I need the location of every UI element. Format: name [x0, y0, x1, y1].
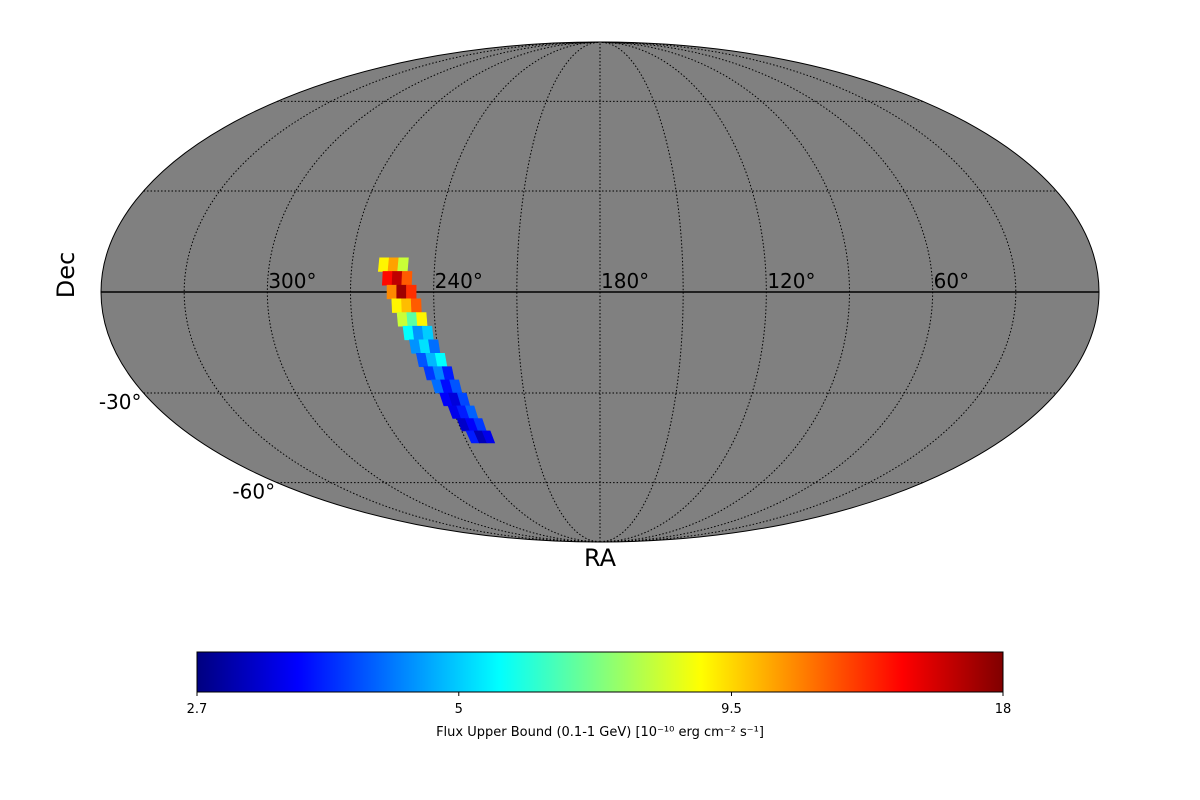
flux-cell	[391, 298, 403, 313]
colorbar-tick-label: 2.7	[187, 702, 208, 717]
meridian	[599, 41, 851, 543]
flux-cell	[387, 257, 400, 272]
meridian	[516, 41, 601, 543]
colorbar-tick-label: 5	[455, 702, 463, 717]
flux-cell	[428, 339, 441, 354]
ra-tick-label: 240°	[435, 269, 483, 293]
meridian	[599, 41, 1017, 543]
flux-cell	[406, 284, 417, 300]
flux-cell	[396, 284, 407, 300]
meridian	[183, 41, 601, 543]
data-cells	[377, 257, 496, 444]
y-axis-label: Dec	[52, 252, 80, 298]
flux-cell	[481, 430, 496, 444]
ra-tick-label: 120°	[767, 269, 815, 293]
colorbar	[196, 651, 1004, 693]
dec-tick-label: -30°	[99, 390, 142, 414]
meridian	[266, 41, 601, 543]
ra-tick-label: 60°	[934, 269, 969, 293]
colorbar-tick-label: 18	[995, 702, 1012, 717]
meridian	[349, 41, 601, 543]
flux-cell	[416, 312, 428, 327]
meridian	[599, 41, 934, 543]
flux-cell	[401, 271, 413, 286]
flux-cell	[412, 325, 425, 341]
flux-cell	[386, 284, 398, 300]
flux-cell	[377, 257, 390, 272]
flux-cell	[396, 312, 409, 327]
ra-tick-label: 300°	[268, 269, 316, 293]
ra-tick-label: 180°	[601, 269, 649, 293]
colorbar-tick-label: 9.5	[721, 702, 742, 717]
flux-cell	[397, 257, 409, 272]
sky-outline	[100, 41, 1100, 543]
flux-cell	[406, 312, 418, 327]
flux-cell	[410, 298, 422, 313]
flux-cell	[401, 298, 413, 313]
x-axis-label: RA	[584, 544, 617, 572]
meridian	[599, 41, 767, 543]
dec-tick-label: -60°	[232, 480, 275, 504]
meridian	[599, 41, 684, 543]
colorbar-label: Flux Upper Bound (0.1-1 GeV) [10⁻¹⁰ erg …	[436, 725, 764, 740]
flux-cell	[421, 325, 434, 341]
meridian	[433, 41, 601, 543]
flux-cell	[391, 271, 403, 286]
flux-cell	[382, 271, 393, 286]
